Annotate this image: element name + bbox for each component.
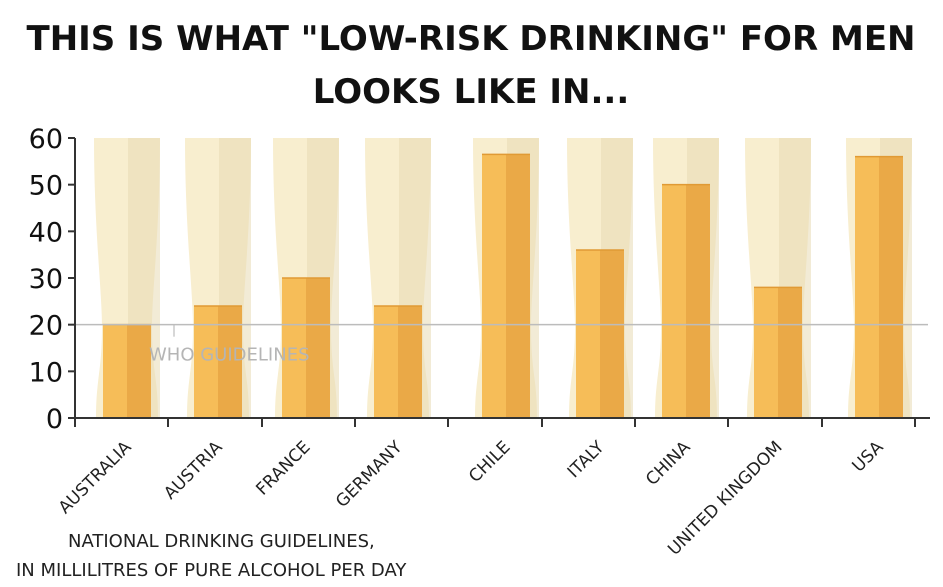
bar-united-kingdom: [754, 287, 778, 418]
bar-italy: [576, 250, 600, 418]
bar-shade-australia: [127, 324, 151, 418]
y-tick-label-60: 60: [29, 124, 63, 155]
bar-shade-chile: [506, 154, 530, 419]
chart-title-line-2: LOOKS LIKE IN...: [313, 72, 630, 112]
x-label-austria: AUSTRIA: [160, 437, 227, 504]
bar-germany: [374, 306, 398, 418]
y-tick-label-0: 0: [46, 404, 63, 435]
bar-shade-france: [306, 278, 330, 418]
chart-note-line-1: NATIONAL DRINKING GUIDELINES,: [68, 531, 375, 552]
bar-france: [282, 278, 306, 418]
bars-layer: [103, 153, 903, 419]
x-label-italy: ITALY: [564, 437, 609, 482]
y-tick-label-40: 40: [29, 217, 63, 248]
x-label-china: CHINA: [642, 437, 695, 490]
bar-usa: [855, 156, 879, 418]
chart-note-line-2: IN MILLILITRES OF PURE ALCOHOL PER DAY: [16, 560, 407, 581]
bar-australia: [103, 324, 127, 418]
bar-shade-china: [686, 184, 710, 418]
x-label-germany: GERMANY: [332, 437, 407, 512]
bar-shade-germany: [398, 306, 422, 418]
x-label-france: FRANCE: [252, 437, 314, 499]
bar-shade-usa: [879, 156, 903, 418]
y-axis-ticks: 0 10 20 30 40 50 60: [29, 124, 75, 435]
bar-shade-united-kingdom: [778, 287, 802, 418]
bar-shade-italy: [600, 250, 624, 418]
x-label-usa: USA: [849, 437, 888, 476]
bar-china: [662, 184, 686, 418]
bar-chile: [482, 154, 506, 419]
x-label-chile: CHILE: [465, 437, 514, 486]
chart-title-line-1: THIS IS WHAT "LOW-RISK DRINKING" FOR MEN: [27, 19, 916, 59]
y-tick-label-50: 50: [29, 171, 63, 202]
x-label-australia: AUSTRALIA: [55, 437, 136, 518]
who-guidelines-label: WHO GUIDELINES: [149, 345, 310, 366]
y-tick-label-30: 30: [29, 264, 63, 295]
y-tick-label-10: 10: [29, 357, 63, 388]
y-tick-label-20: 20: [29, 311, 63, 342]
